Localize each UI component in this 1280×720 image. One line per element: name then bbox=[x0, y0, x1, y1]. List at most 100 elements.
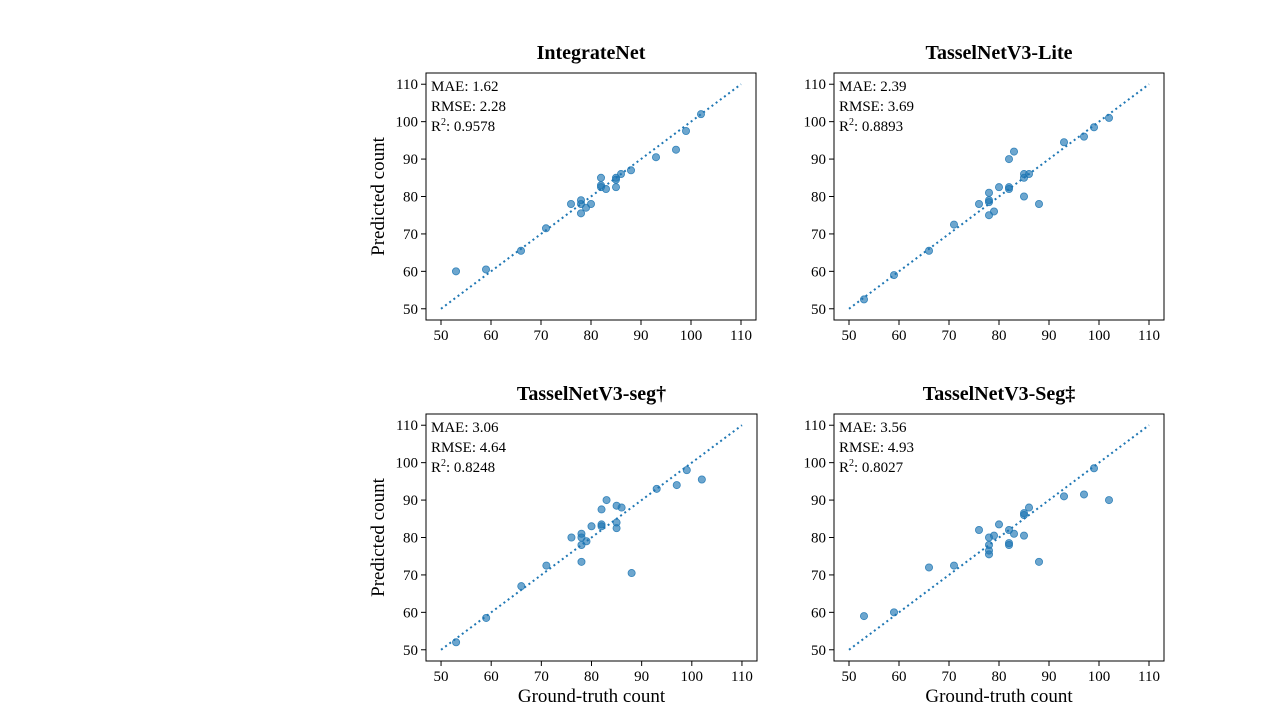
data-point bbox=[1035, 199, 1044, 208]
data-point bbox=[481, 265, 490, 274]
r2-stat: R2: 0.8027 bbox=[839, 458, 904, 476]
r2-value: : 0.9578 bbox=[446, 119, 495, 135]
y-tick-label: 90 bbox=[403, 152, 418, 168]
data-point bbox=[672, 481, 681, 490]
x-axis-label: Ground-truth count bbox=[518, 686, 666, 707]
scatter-panel-2: TasselNetV3-Lite 50 60 70 80 90 100 110 50 60 70 80… bbox=[804, 42, 1165, 344]
y-tick-label: 80 bbox=[403, 531, 418, 547]
data-point bbox=[985, 188, 994, 197]
data-point bbox=[890, 608, 899, 617]
scatter-panel-1: IntegrateNet 50 60 70 80 90 100 110 50 60 70 80 90 10… bbox=[368, 42, 757, 344]
y-tick-label: 110 bbox=[396, 77, 418, 93]
x-tick-label: 50 bbox=[434, 328, 449, 344]
data-point bbox=[1090, 464, 1099, 473]
y-tick-label: 70 bbox=[811, 227, 826, 243]
scatter-panel-3: TasselNetV3-seg† 50 60 70 80 90 100 110 50 60 70 80… bbox=[368, 383, 758, 707]
data-point bbox=[542, 561, 551, 570]
data-point bbox=[602, 496, 611, 505]
x-tick-label: 70 bbox=[942, 328, 957, 344]
r2-letter: R bbox=[839, 460, 849, 476]
panel-title: TasselNetV3-seg† bbox=[517, 383, 666, 405]
x-tick-label: 110 bbox=[731, 669, 753, 685]
x-tick-label: 90 bbox=[634, 669, 649, 685]
identity-reference-line bbox=[440, 83, 742, 310]
data-point bbox=[950, 220, 959, 229]
r2-superscript: 2 bbox=[849, 458, 854, 469]
r2-value: : 0.8248 bbox=[446, 460, 495, 476]
data-point bbox=[1005, 539, 1014, 548]
r2-superscript: 2 bbox=[441, 458, 446, 469]
x-tick-label: 90 bbox=[1042, 669, 1057, 685]
y-tick-label: 110 bbox=[804, 418, 826, 434]
y-tick-label: 50 bbox=[811, 643, 826, 659]
r2-stat: R2: 0.8893 bbox=[839, 117, 903, 135]
identity-reference-line bbox=[848, 424, 1150, 651]
x-tick-label: 50 bbox=[434, 669, 449, 685]
data-point bbox=[482, 613, 491, 622]
data-point bbox=[452, 638, 461, 647]
data-point bbox=[1010, 529, 1019, 538]
r2-stat: R2: 0.9578 bbox=[431, 117, 495, 135]
r2-letter: R bbox=[431, 119, 441, 135]
r2-value: : 0.8027 bbox=[854, 460, 904, 476]
y-tick-label: 50 bbox=[403, 643, 418, 659]
x-tick-label: 50 bbox=[842, 669, 857, 685]
data-point bbox=[612, 518, 621, 527]
r2-stat: R2: 0.8248 bbox=[431, 458, 495, 476]
data-point bbox=[1080, 490, 1089, 499]
y-tick-label: 60 bbox=[403, 605, 418, 621]
rmse-stat: RMSE: 4.64 bbox=[431, 440, 507, 456]
mae-stat: MAE: 3.06 bbox=[431, 420, 499, 436]
data-point bbox=[597, 173, 606, 182]
data-point bbox=[597, 520, 606, 529]
x-tick-label: 110 bbox=[1138, 669, 1160, 685]
data-point bbox=[617, 170, 626, 179]
data-point bbox=[925, 246, 934, 255]
data-point bbox=[1060, 138, 1069, 147]
y-tick-label: 60 bbox=[811, 264, 826, 280]
r2-letter: R bbox=[431, 460, 441, 476]
y-tick-label: 80 bbox=[811, 190, 826, 206]
y-tick-label: 100 bbox=[396, 115, 419, 131]
y-tick-label: 50 bbox=[811, 302, 826, 318]
data-point bbox=[1020, 531, 1029, 540]
panel-title: TasselNetV3-Lite bbox=[925, 42, 1072, 64]
r2-value: : 0.8893 bbox=[854, 119, 903, 135]
data-point bbox=[587, 199, 596, 208]
x-tick-label: 60 bbox=[892, 669, 907, 685]
y-tick-label: 70 bbox=[403, 227, 418, 243]
data-point bbox=[1020, 192, 1029, 201]
data-point bbox=[627, 569, 636, 578]
data-point bbox=[1005, 183, 1014, 192]
data-point bbox=[975, 526, 984, 535]
rmse-stat: RMSE: 2.28 bbox=[431, 99, 506, 115]
data-point bbox=[1035, 557, 1044, 566]
y-axis-label: Predicted count bbox=[368, 477, 389, 596]
r2-letter: R bbox=[839, 119, 849, 135]
x-axis-label: Ground-truth count bbox=[925, 686, 1073, 707]
data-point bbox=[1105, 496, 1114, 505]
rmse-stat: RMSE: 4.93 bbox=[839, 440, 914, 456]
x-tick-label: 70 bbox=[534, 669, 549, 685]
x-tick-label: 90 bbox=[1042, 328, 1057, 344]
data-point bbox=[1080, 132, 1089, 141]
y-tick-label: 110 bbox=[804, 77, 826, 93]
data-point bbox=[567, 533, 576, 542]
y-tick-label: 90 bbox=[811, 152, 826, 168]
y-tick-label: 50 bbox=[403, 302, 418, 318]
x-tick-label: 100 bbox=[1088, 669, 1111, 685]
y-tick-label: 100 bbox=[396, 456, 419, 472]
rmse-stat: RMSE: 3.69 bbox=[839, 99, 914, 115]
x-tick-label: 60 bbox=[892, 328, 907, 344]
data-point bbox=[975, 199, 984, 208]
x-tick-label: 90 bbox=[634, 328, 649, 344]
y-tick-label: 70 bbox=[403, 568, 418, 584]
data-point bbox=[602, 185, 611, 194]
y-tick-label: 80 bbox=[403, 190, 418, 206]
data-point bbox=[925, 563, 934, 572]
data-point bbox=[1020, 509, 1029, 518]
x-tick-label: 80 bbox=[992, 669, 1007, 685]
y-tick-label: 100 bbox=[804, 456, 827, 472]
data-point bbox=[577, 557, 586, 566]
